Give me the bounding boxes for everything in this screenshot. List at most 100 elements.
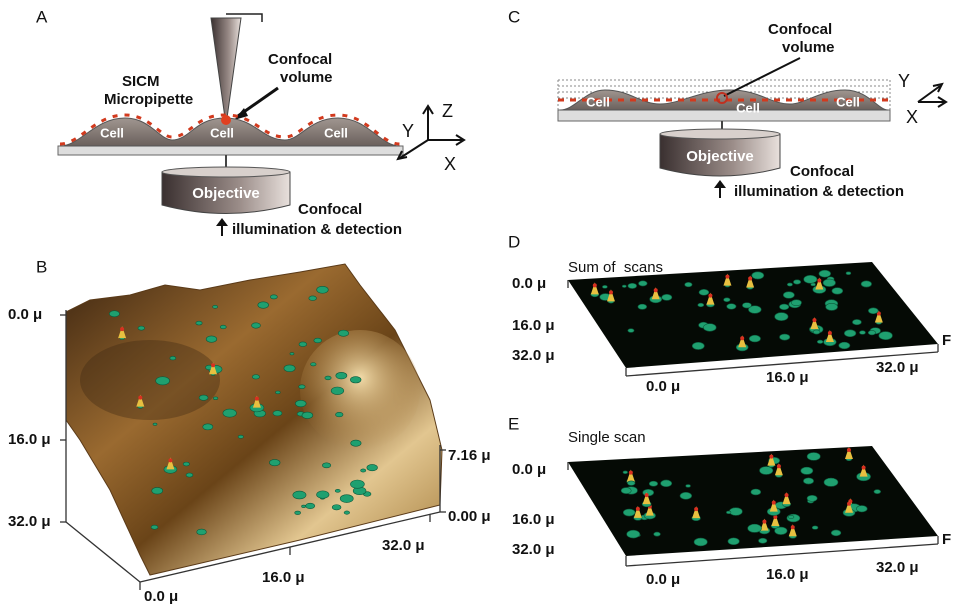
y-tick-label: 32.0 μ (8, 513, 51, 530)
confocal-volume-label: Confocal (768, 21, 832, 38)
illumination-label: illumination & detection (734, 183, 904, 200)
z-tick-label: 7.16 μ (448, 447, 491, 464)
figure: A SICM Micropipette Confocal volume Cell… (0, 0, 953, 605)
panel-a: A SICM Micropipette Confocal volume Cell… (36, 7, 464, 237)
spot (662, 294, 672, 300)
spot (823, 279, 835, 286)
spot (252, 323, 261, 328)
spot (338, 330, 348, 336)
spot (284, 365, 295, 372)
spot (811, 283, 816, 286)
confocal-spot (221, 115, 231, 125)
spot (725, 275, 729, 279)
spot (609, 290, 613, 294)
spot (273, 411, 282, 416)
spot (727, 304, 736, 310)
spot (299, 385, 305, 389)
spot (295, 511, 301, 515)
spot (322, 463, 330, 468)
cell-label: Cell (210, 125, 234, 140)
spot (868, 308, 878, 314)
spot (742, 303, 751, 308)
axis-label: Y (402, 121, 414, 141)
spot (186, 473, 193, 477)
spot (335, 489, 340, 492)
objective-top (162, 167, 290, 177)
panel-d: D Sum of scans 0.0 μ 16.0 μ 32.0 μ 0.0 μ… (508, 232, 951, 394)
coverslip (558, 110, 890, 121)
spot (772, 501, 776, 505)
y-tick-label: 16.0 μ (8, 431, 51, 448)
panel-label: B (36, 257, 47, 276)
spot (350, 377, 361, 383)
spot (748, 524, 762, 532)
spot (138, 396, 142, 400)
spot (729, 508, 742, 516)
spot (314, 338, 322, 343)
y-tick-label: 0.0 μ (512, 275, 546, 292)
spot (638, 281, 647, 286)
panel-title: Sum of scans (568, 259, 663, 276)
spot (708, 294, 712, 298)
spot (317, 286, 329, 293)
spot (183, 462, 189, 466)
spot (801, 467, 813, 474)
spot (807, 453, 820, 461)
spot (777, 464, 781, 468)
spot (211, 363, 215, 367)
micropipette (211, 18, 241, 118)
spot (168, 458, 172, 462)
spot (749, 335, 760, 342)
spot (258, 302, 269, 309)
spot (661, 480, 672, 487)
spot (844, 330, 856, 337)
spot (623, 471, 628, 474)
spot (654, 288, 658, 292)
spot (325, 376, 331, 380)
spot (804, 275, 817, 283)
pipette-label: Micropipette (104, 91, 193, 108)
spot (628, 283, 637, 288)
spot (156, 377, 170, 385)
y-tick-label: 32.0 μ (512, 347, 555, 364)
spot (862, 466, 866, 470)
spot (336, 372, 347, 379)
spot (332, 505, 341, 510)
spot (680, 492, 692, 499)
spot (879, 332, 893, 340)
panel-label: A (36, 7, 48, 26)
x-tick-label: 0.0 μ (646, 571, 680, 588)
spot (760, 467, 773, 475)
edge-label: F (942, 332, 951, 349)
spot (340, 495, 353, 503)
z-tick-label: 0.00 μ (448, 508, 491, 525)
y-tick-label: 16.0 μ (512, 317, 555, 334)
illumination-label: illumination & detection (232, 221, 402, 238)
spot (351, 440, 361, 446)
spot (151, 525, 158, 529)
spot (199, 395, 208, 400)
spot (109, 311, 119, 317)
spot (152, 487, 163, 494)
coverslip (58, 146, 403, 155)
x-tick-label: 16.0 μ (766, 566, 809, 583)
objective-top (660, 129, 780, 139)
axis-label: Z (442, 101, 453, 121)
cell-label: Cell (586, 94, 610, 109)
spot (138, 326, 145, 330)
panel-c: C Confocal volume Cell Cell Cell Objecti… (508, 7, 946, 199)
spot (153, 423, 157, 425)
spot (699, 289, 709, 295)
spot (847, 448, 851, 452)
spot (819, 270, 831, 277)
spot (791, 525, 795, 529)
spot (220, 325, 226, 329)
spot (306, 503, 315, 508)
scan-plane (568, 446, 938, 556)
panel-label: E (508, 414, 519, 433)
spot (726, 511, 731, 514)
cell-label: Cell (736, 100, 760, 115)
spot (852, 319, 861, 324)
arrowhead (714, 180, 726, 188)
spot (295, 400, 306, 407)
